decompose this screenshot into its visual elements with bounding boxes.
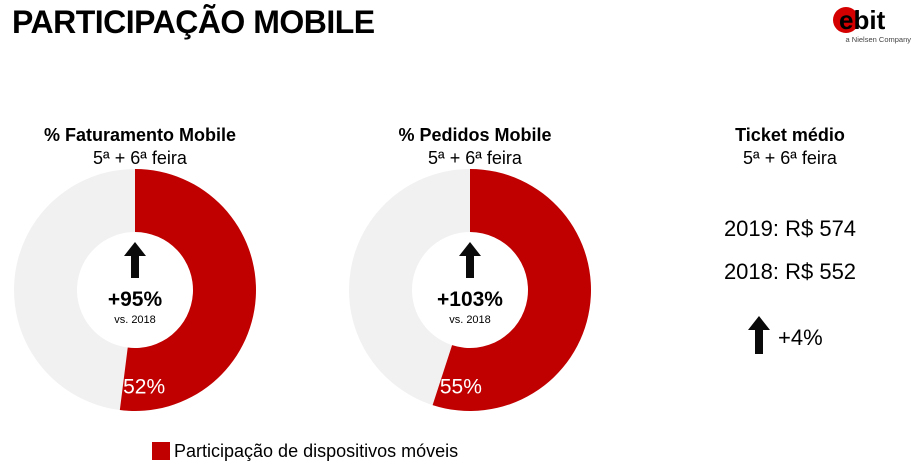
chart-title: % Pedidos Mobile	[398, 125, 552, 145]
chart-subtitle: 5ª + 6ª feira	[428, 148, 522, 168]
chart-title: % Faturamento Mobile	[43, 125, 236, 145]
legend-label: Participação de dispositivos móveis	[174, 441, 459, 461]
ticket-subtitle: 5ª + 6ª feira	[743, 148, 837, 168]
growth-note: vs. 2018	[449, 314, 491, 326]
slice-value-label: 55%	[440, 376, 482, 399]
ticket-title: Ticket médio	[735, 125, 845, 145]
mobile-share-slice	[119, 169, 256, 411]
page-title: PARTICIPAÇÃO MOBILE	[12, 4, 375, 40]
faturamento-donut: 52% +95% vs. 2018	[13, 169, 256, 411]
ticket-2019: 2019: R$ 574	[723, 216, 857, 241]
ebit-logo-mark: ebit	[833, 5, 886, 35]
ticket-medio-panel: Ticket médio 5ª + 6ª feira 2019: R$ 574 …	[700, 122, 880, 362]
ebit-logo: ebit a Nielsen Company	[833, 4, 913, 44]
ticket-growth: +4%	[778, 325, 823, 350]
logo-subtitle: a Nielsen Company	[845, 35, 911, 44]
growth-value: +95%	[108, 288, 163, 311]
remainder-slice	[349, 169, 470, 406]
pedidos-chart: % Pedidos Mobile 5ª + 6ª feira 55% +103% v…	[345, 122, 605, 422]
chart-subtitle: 5ª + 6ª feira	[93, 148, 187, 168]
up-arrow-icon	[124, 242, 146, 278]
remainder-slice	[13, 169, 136, 411]
growth-value: +103%	[437, 288, 503, 311]
growth-note: vs. 2018	[114, 314, 156, 326]
mobile-share-slice	[432, 169, 592, 412]
slice-value-label: 52%	[123, 376, 165, 399]
up-arrow-icon	[459, 242, 481, 278]
ticket-2018: 2018: R$ 552	[723, 259, 857, 284]
up-arrow-icon	[748, 316, 770, 354]
legend-swatch	[152, 442, 170, 460]
pedidos-donut: 55% +103% vs. 2018	[349, 169, 592, 412]
faturamento-chart: % Faturamento Mobile 5ª + 6ª feira 52% +9…	[10, 122, 270, 422]
logo-word: ebit	[839, 5, 886, 35]
